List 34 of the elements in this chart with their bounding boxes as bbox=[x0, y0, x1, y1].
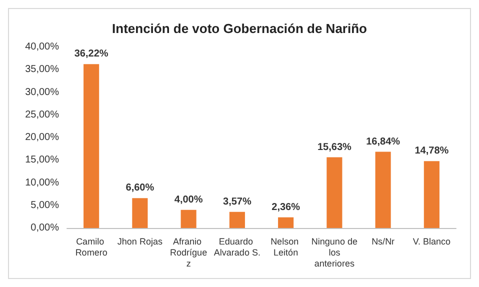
y-tick-label: 10,00% bbox=[25, 177, 60, 188]
bar bbox=[229, 212, 245, 228]
y-tick-label: 0,00% bbox=[30, 222, 60, 234]
x-tick-label: Jhon Rojas bbox=[117, 236, 163, 246]
x-tick-label: Nelson Leitón bbox=[270, 236, 302, 258]
bar bbox=[180, 210, 196, 228]
y-tick-label: 25,00% bbox=[25, 109, 60, 120]
bar bbox=[424, 161, 440, 228]
data-label: 2,36% bbox=[272, 202, 300, 213]
x-tick-label: Afranio Rodríguez bbox=[170, 236, 208, 268]
y-tick-label: 35,00% bbox=[25, 64, 60, 76]
y-tick-label: 15,00% bbox=[25, 154, 60, 166]
y-tick-label: 40,00% bbox=[25, 42, 60, 52]
data-label: 36,22% bbox=[74, 48, 108, 60]
x-tick-label: Eduardo Alvarado S. bbox=[214, 236, 260, 258]
data-label: 15,63% bbox=[317, 142, 352, 153]
chart-title: Intención de voto Gobernación de Nariño bbox=[112, 21, 368, 36]
y-tick-label: 20,00% bbox=[25, 132, 60, 143]
y-tick-label: 30,00% bbox=[25, 86, 60, 98]
bar bbox=[375, 152, 391, 228]
y-tick-label: 5,00% bbox=[30, 200, 60, 211]
x-tick-label: Ninguno de los anteriores bbox=[311, 236, 358, 268]
x-tick-label: V. Blanco bbox=[412, 236, 451, 246]
bar bbox=[326, 157, 342, 228]
bar bbox=[132, 198, 148, 228]
bar bbox=[84, 64, 100, 228]
data-label: 4,00% bbox=[174, 194, 203, 206]
data-label: 3,57% bbox=[223, 196, 252, 208]
data-label: 14,78% bbox=[414, 146, 449, 157]
x-tick-label: Camilo Romero bbox=[75, 236, 108, 258]
x-tick-label: Ns/Nr bbox=[372, 236, 395, 246]
data-label: 16,84% bbox=[366, 136, 400, 148]
data-label: 6,60% bbox=[126, 182, 154, 194]
bar bbox=[278, 217, 294, 228]
